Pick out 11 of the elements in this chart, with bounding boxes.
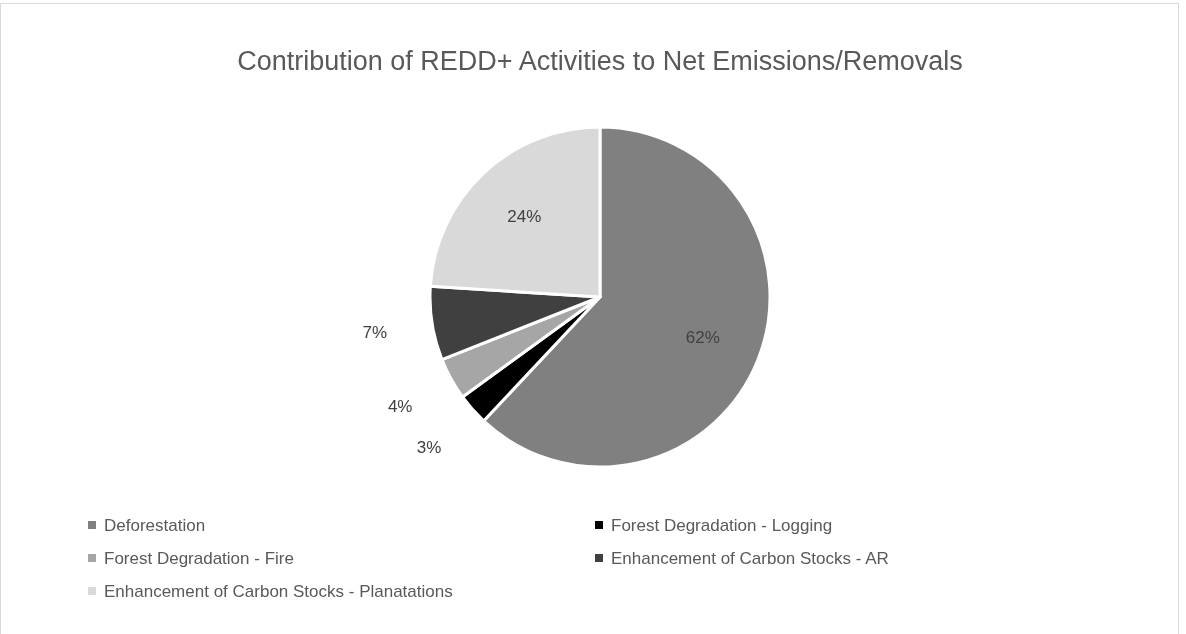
legend-label: Enhancement of Carbon Stocks - Planatations <box>104 581 453 601</box>
legend-label: Forest Degradation - Logging <box>611 515 833 535</box>
legend-label: Enhancement of Carbon Stocks - AR <box>611 548 889 568</box>
legend-label: Forest Degradation - Fire <box>104 548 294 568</box>
data-label: 62% <box>685 328 720 348</box>
data-label: 3% <box>416 438 442 458</box>
data-label: 7% <box>362 323 388 343</box>
data-label: 4% <box>387 397 413 417</box>
chart-title: Contribution of REDD+ Activities to Net Emissions/Removals <box>237 46 963 76</box>
data-label: 24% <box>507 206 542 226</box>
legend-label: Deforestation <box>104 515 206 535</box>
